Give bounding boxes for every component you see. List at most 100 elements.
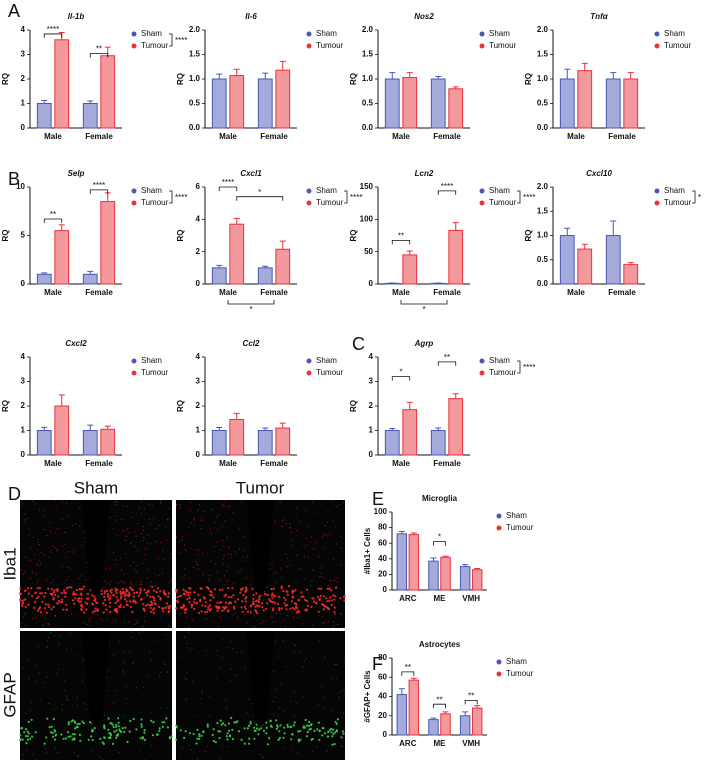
cell-signal [320,576,323,578]
cell-signal [149,651,151,653]
cell-signal [193,517,196,519]
y-tick-label: 0.5 [362,99,374,108]
cell-signal [165,526,167,528]
bar [471,707,483,736]
cell-signal [279,501,281,503]
cell-signal [215,514,217,517]
cell-signal [330,709,332,712]
cell-signal [285,553,287,556]
cell-signal [123,730,126,734]
cell-signal [34,731,37,734]
cell-signal [65,556,67,558]
cell-signal [36,609,40,612]
cell-signal [324,525,326,527]
cell-signal [168,508,170,510]
significance-bracket [692,190,696,204]
cell-signal [199,587,202,590]
legend-label: Tumour [141,368,169,377]
cell-signal [62,608,65,611]
bar [605,78,621,129]
cell-signal [102,602,105,605]
cell-signal [76,655,78,657]
cell-signal [167,625,169,627]
y-tick-label: 3 [21,50,26,59]
cell-signal [189,591,192,594]
error-bar [435,427,442,431]
cell-signal [226,570,228,572]
x-tick-label: Female [85,288,113,297]
cell-signal [133,561,135,563]
cell-signal [115,596,118,599]
cell-signal [277,655,279,657]
cell-signal [149,585,151,587]
cell-signal [54,738,57,741]
cell-signal [49,731,53,734]
error-bar [104,425,111,430]
cell-signal [148,604,151,607]
cell-signal [74,727,77,730]
cell-signal [262,609,265,612]
cell-signal [328,599,331,603]
cell-signal [252,602,255,606]
cell-signal [310,605,313,609]
cell-signal [306,588,309,591]
cell-signal [294,645,296,647]
cell-signal [108,595,111,598]
cell-signal [284,746,286,748]
y-tick-label: 0.0 [537,123,549,132]
cell-signal [205,649,207,651]
cell-signal [266,743,270,746]
significance-label: * [399,368,402,377]
cell-signal [284,619,286,621]
cell-signal [39,592,42,595]
significance-label: **** [523,363,535,372]
y-axis-label: RQ [524,73,533,85]
cell-signal [225,601,228,604]
cell-signal [242,556,244,558]
cell-signal [175,536,177,538]
cell-signal [279,613,281,615]
x-tick-label: Female [433,288,461,297]
cell-signal [157,595,160,598]
cell-signal [200,734,203,737]
cell-signal [186,535,188,537]
cell-signal [143,559,145,561]
cell-signal [45,748,47,750]
significance-label: **** [222,178,234,187]
cell-signal [19,592,22,596]
x-tick-label: Female [608,132,636,141]
cell-signal [161,610,165,613]
cell-signal [114,589,117,593]
cell-signal [76,697,78,699]
cell-signal [224,593,227,597]
cell-signal [66,579,68,581]
cell-signal [296,752,298,754]
cell-signal [56,588,59,591]
cell-signal [152,721,155,724]
cell-signal [125,553,127,555]
cell-signal [155,591,158,594]
cell-signal [268,598,271,601]
cell-signal [223,505,225,507]
legend-marker [306,188,312,194]
cell-signal [322,707,324,709]
cell-signal [259,613,261,615]
x-tick-label: Male [392,459,410,468]
cell-signal [19,734,22,737]
cell-signal [246,610,250,613]
cell-signal [299,729,302,733]
cell-signal [310,536,312,538]
cell-signal [331,678,333,680]
cell-signal [213,588,217,591]
cell-signal [247,724,251,728]
cell-signal [125,685,127,688]
cell-signal [101,759,104,761]
cell-signal [34,527,36,529]
cell-signal [188,526,190,528]
cell-signal [317,610,320,613]
legend-marker [479,43,485,49]
cell-signal [43,529,45,531]
cell-signal [106,670,108,672]
cell-signal [321,615,323,618]
y-tick-label: 2 [21,74,26,83]
